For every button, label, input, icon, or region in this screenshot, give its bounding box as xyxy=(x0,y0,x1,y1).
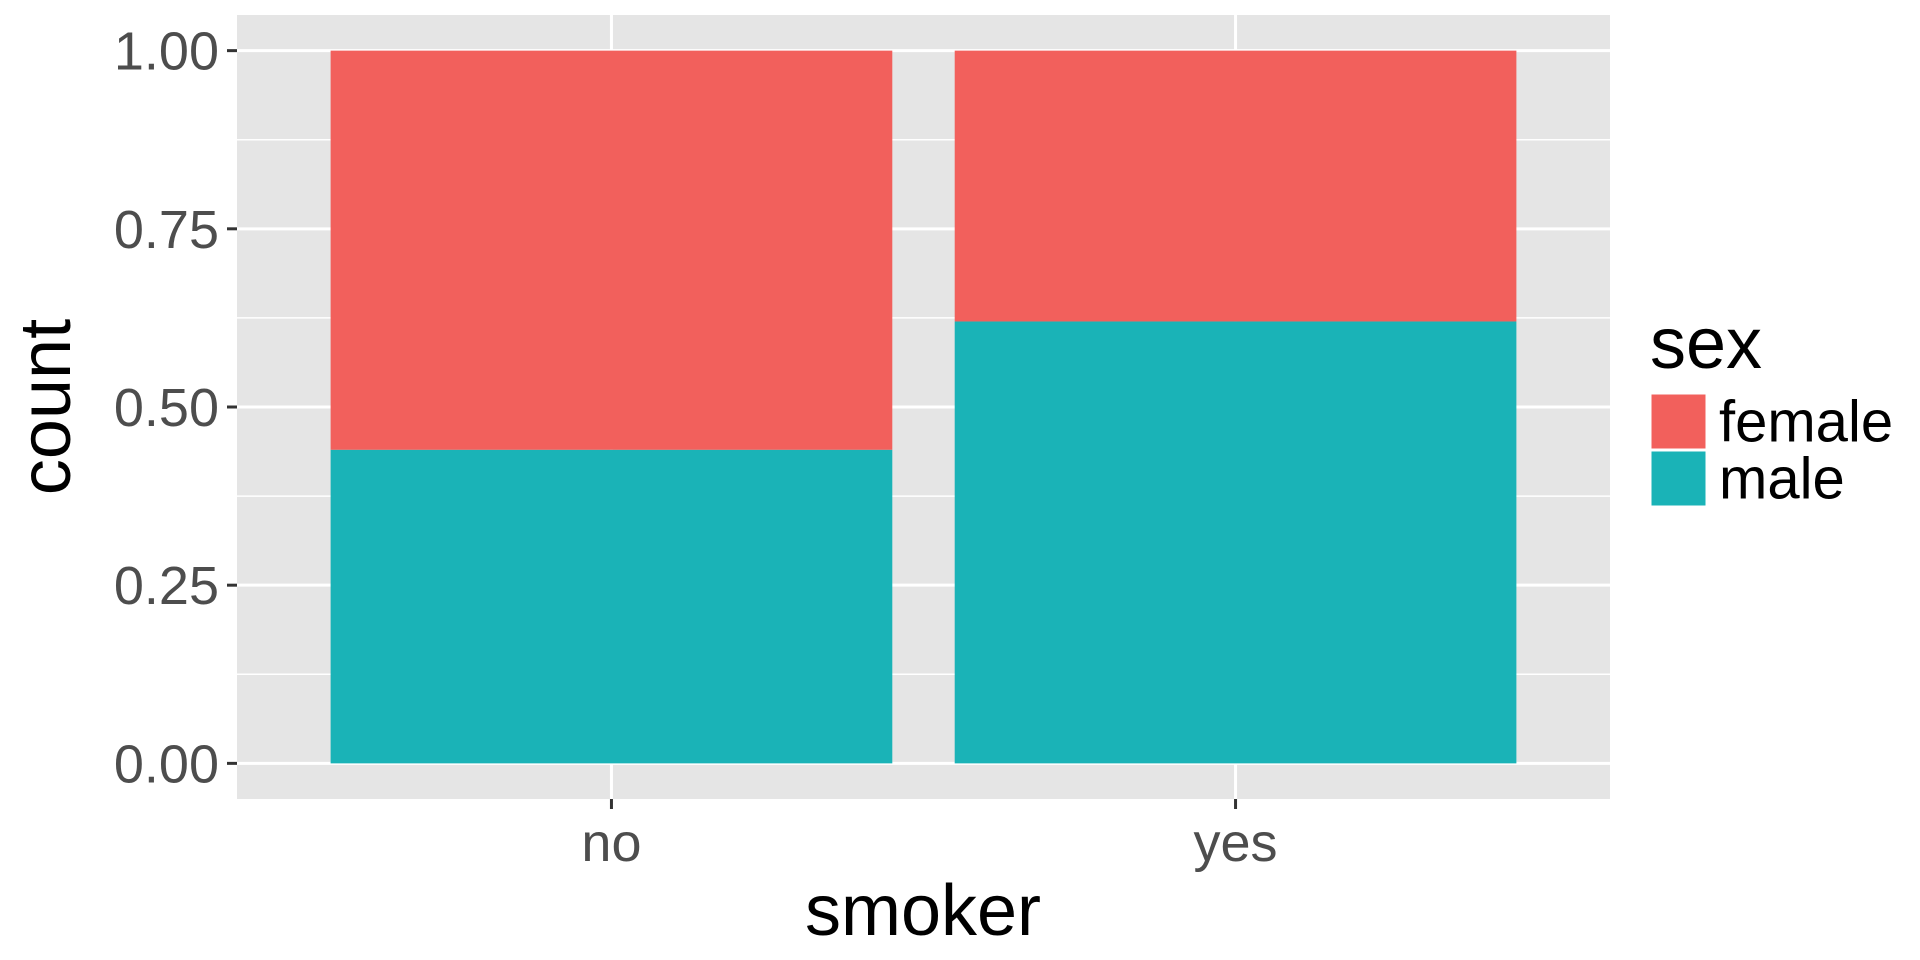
y-tick-label: 0.00 xyxy=(114,734,219,794)
legend-label-female: female xyxy=(1719,390,1893,455)
legend-key-male xyxy=(1648,448,1709,509)
bars xyxy=(330,50,1517,764)
y-tick-label: 0.75 xyxy=(114,200,219,260)
legend-title: sex xyxy=(1650,304,1762,384)
y-tick-label: 0.25 xyxy=(114,556,219,616)
y-axis: 0.00 0.25 0.50 0.75 1.00 xyxy=(114,22,237,794)
x-tick-label: no xyxy=(581,813,641,873)
x-axis-title: smoker xyxy=(805,871,1041,951)
x-tick-label: yes xyxy=(1194,813,1278,873)
bar-female-no xyxy=(330,50,893,450)
y-tick-label: 0.50 xyxy=(114,378,219,438)
legend-key-female xyxy=(1648,391,1709,452)
bar-male-yes xyxy=(954,321,1517,764)
y-tick-label: 1.00 xyxy=(114,22,219,82)
legend-label-male: male xyxy=(1719,447,1845,512)
bar-female-yes xyxy=(954,50,1517,322)
y-axis-title: count xyxy=(6,319,86,495)
bar-male-no xyxy=(330,449,893,764)
x-axis: no yes xyxy=(581,799,1278,873)
